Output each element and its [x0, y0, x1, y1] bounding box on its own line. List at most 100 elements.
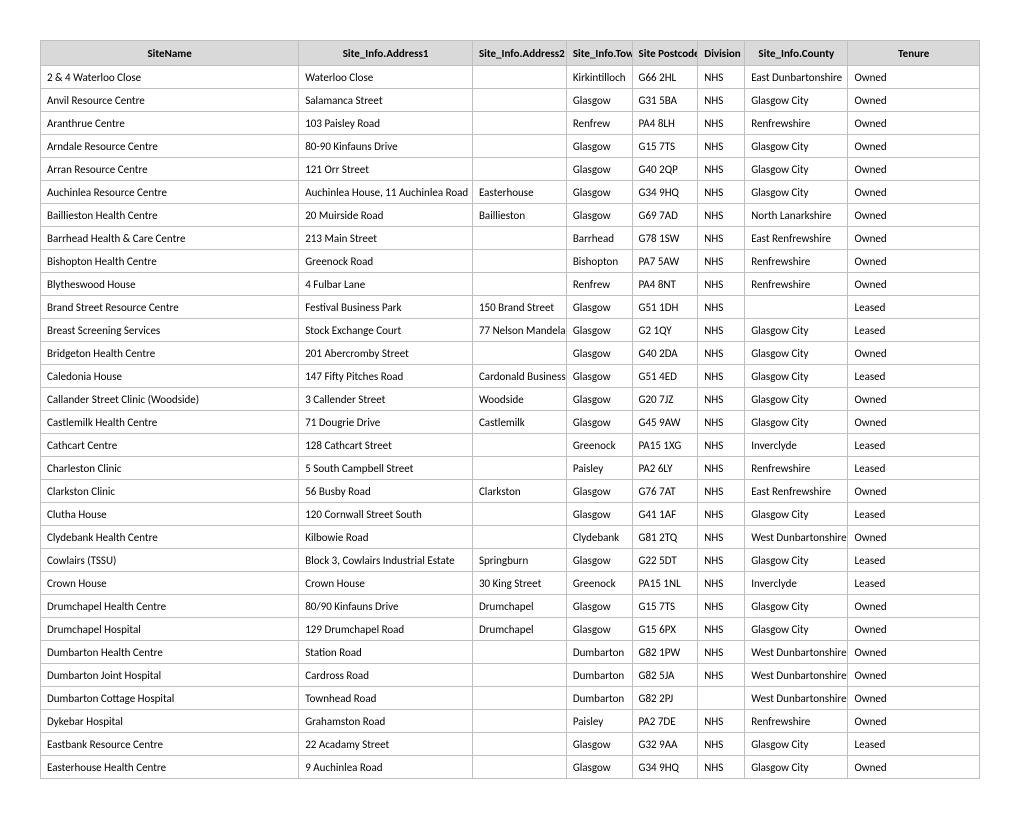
table-cell: Glasgow City [745, 618, 848, 641]
table-cell: Glasgow City [745, 388, 848, 411]
table-cell: Eastbank Resource Centre [41, 733, 299, 756]
table-cell: Glasgow City [745, 89, 848, 112]
table-cell: 30 King Street [472, 572, 566, 595]
table-cell: Festival Business Park [299, 296, 473, 319]
table-cell: G40 2QP [632, 158, 698, 181]
table-cell: Glasgow City [745, 342, 848, 365]
table-cell: Owned [848, 66, 980, 89]
table-cell: 3 Callender Street [299, 388, 473, 411]
table-cell: Glasgow City [745, 549, 848, 572]
table-row: Arndale Resource Centre80-90 Kinfauns Dr… [41, 135, 980, 158]
table-cell [472, 434, 566, 457]
col-header-division: Division [698, 41, 745, 66]
table-cell: Auchinlea Resource Centre [41, 181, 299, 204]
table-cell: Owned [848, 526, 980, 549]
table-cell: Glasgow [566, 204, 632, 227]
table-row: 2 & 4 Waterloo CloseWaterloo CloseKirkin… [41, 66, 980, 89]
table-cell: Cowlairs (TSSU) [41, 549, 299, 572]
table-row: Dykebar HospitalGrahamston RoadPaisleyPA… [41, 710, 980, 733]
table-cell: Owned [848, 411, 980, 434]
table-cell: Auchinlea House, 11 Auchinlea Road [299, 181, 473, 204]
table-cell: Drumchapel [472, 618, 566, 641]
table-cell: Glasgow [566, 89, 632, 112]
table-cell: Glasgow [566, 158, 632, 181]
table-cell: Clydebank Health Centre [41, 526, 299, 549]
table-cell: Glasgow City [745, 756, 848, 779]
table-cell: Glasgow [566, 411, 632, 434]
table-cell: 20 Muirside Road [299, 204, 473, 227]
table-cell: NHS [698, 227, 745, 250]
table-cell: Glasgow [566, 480, 632, 503]
table-cell [472, 710, 566, 733]
table-cell: Cathcart Centre [41, 434, 299, 457]
table-row: Barrhead Health & Care Centre213 Main St… [41, 227, 980, 250]
table-cell: Glasgow City [745, 181, 848, 204]
table-cell: NHS [698, 710, 745, 733]
table-cell [472, 687, 566, 710]
table-cell: Easterhouse [472, 181, 566, 204]
table-cell: Charleston Clinic [41, 457, 299, 480]
table-cell: Glasgow City [745, 733, 848, 756]
table-row: Dumbarton Joint HospitalCardross RoadDum… [41, 664, 980, 687]
table-cell: Aranthrue Centre [41, 112, 299, 135]
table-cell: G69 7AD [632, 204, 698, 227]
table-cell: NHS [698, 112, 745, 135]
table-cell: Owned [848, 204, 980, 227]
table-cell: G76 7AT [632, 480, 698, 503]
table-cell: NHS [698, 434, 745, 457]
table-cell: 128 Cathcart Street [299, 434, 473, 457]
table-row: Clarkston Clinic56 Busby RoadClarkstonGl… [41, 480, 980, 503]
table-cell: Owned [848, 595, 980, 618]
table-cell [745, 296, 848, 319]
table-cell: Owned [848, 618, 980, 641]
table-cell: Owned [848, 89, 980, 112]
table-cell: Stock Exchange Court [299, 319, 473, 342]
table-cell: West Dunbartonshire [745, 687, 848, 710]
table-cell: PA4 8NT [632, 273, 698, 296]
table-cell: G81 2TQ [632, 526, 698, 549]
table-cell: G41 1AF [632, 503, 698, 526]
table-cell: 120 Cornwall Street South [299, 503, 473, 526]
table-cell: East Renfrewshire [745, 480, 848, 503]
table-cell [472, 342, 566, 365]
table-cell: Glasgow City [745, 158, 848, 181]
table-cell: Leased [848, 434, 980, 457]
table-cell: Clydebank [566, 526, 632, 549]
table-cell: Glasgow City [745, 319, 848, 342]
table-cell: Castlemilk [472, 411, 566, 434]
table-cell: 201 Abercromby Street [299, 342, 473, 365]
table-cell: Owned [848, 342, 980, 365]
table-cell: Baillieston [472, 204, 566, 227]
table-row: Drumchapel Hospital129 Drumchapel RoadDr… [41, 618, 980, 641]
table-cell: NHS [698, 342, 745, 365]
table-cell: Renfrew [566, 112, 632, 135]
table-cell: Castlemilk Health Centre [41, 411, 299, 434]
table-row: Baillieston Health Centre20 Muirside Roa… [41, 204, 980, 227]
table-cell: Owned [848, 480, 980, 503]
table-cell: Renfrew [566, 273, 632, 296]
table-cell: NHS [698, 250, 745, 273]
table-cell: G82 1PW [632, 641, 698, 664]
table-row: Auchinlea Resource CentreAuchinlea House… [41, 181, 980, 204]
table-cell: 121 Orr Street [299, 158, 473, 181]
table-cell: Leased [848, 549, 980, 572]
table-cell: Clarkston Clinic [41, 480, 299, 503]
table-cell: G82 5JA [632, 664, 698, 687]
table-cell: Bishopton Health Centre [41, 250, 299, 273]
table-cell: Owned [848, 181, 980, 204]
table-cell: West Dunbartonshire [745, 664, 848, 687]
table-header: SiteName Site_Info.Address1 Site_Info.Ad… [41, 41, 980, 66]
table-cell [472, 66, 566, 89]
table-cell: Kilbowie Road [299, 526, 473, 549]
table-cell: Glasgow [566, 181, 632, 204]
table-cell: Arndale Resource Centre [41, 135, 299, 158]
table-cell: G82 2PJ [632, 687, 698, 710]
table-cell: Leased [848, 457, 980, 480]
table-cell: Salamanca Street [299, 89, 473, 112]
table-cell: Glasgow [566, 503, 632, 526]
table-cell: NHS [698, 66, 745, 89]
table-cell: 80/90 Kinfauns Drive [299, 595, 473, 618]
table-row: Drumchapel Health Centre80/90 Kinfauns D… [41, 595, 980, 618]
table-cell: Kirkintilloch [566, 66, 632, 89]
table-cell: G22 5DT [632, 549, 698, 572]
